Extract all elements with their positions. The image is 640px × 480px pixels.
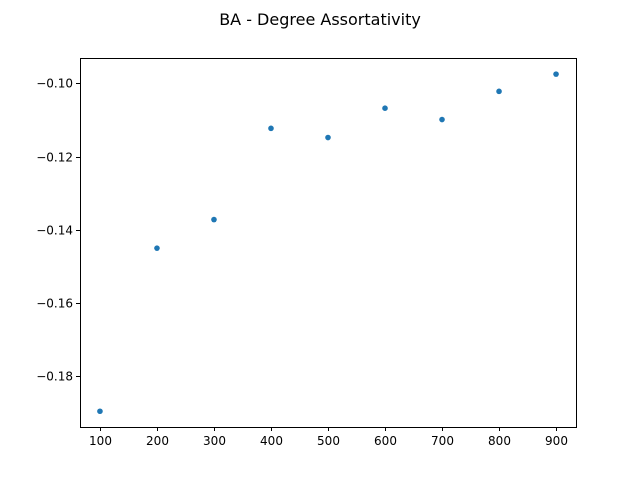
data-point	[268, 125, 274, 132]
x-tick-label: 400	[260, 434, 283, 448]
y-tick-label: −0.14	[36, 224, 73, 238]
y-tick-label: −0.12	[36, 151, 73, 165]
x-tick-label: 300	[203, 434, 226, 448]
data-point	[382, 105, 388, 112]
data-point	[439, 116, 445, 123]
chart-title: BA - Degree Assortativity	[219, 10, 421, 29]
y-tick-label: −0.10	[36, 77, 73, 91]
x-tick-label: 700	[431, 434, 454, 448]
scatter-series	[97, 71, 559, 415]
y-axis: −0.18 −0.16 −0.14 −0.12 −0.10	[36, 77, 80, 384]
x-tick-label: 600	[374, 434, 397, 448]
x-tick-label: 900	[545, 434, 568, 448]
data-point	[154, 245, 160, 251]
x-tick-label: 800	[488, 434, 511, 448]
y-tick-label: −0.18	[36, 370, 73, 384]
x-tick-label: 500	[317, 434, 340, 448]
data-point	[496, 88, 502, 95]
x-axis: 100 200 300 400 500 600 700 800 900	[89, 427, 568, 448]
plot-area-frame	[80, 58, 577, 428]
x-tick-label: 100	[89, 434, 112, 448]
data-point	[97, 408, 103, 415]
y-tick-label: −0.16	[36, 297, 73, 311]
data-point	[553, 71, 559, 77]
data-point	[211, 216, 217, 223]
data-point	[325, 134, 331, 141]
x-tick-label: 200	[146, 434, 169, 448]
